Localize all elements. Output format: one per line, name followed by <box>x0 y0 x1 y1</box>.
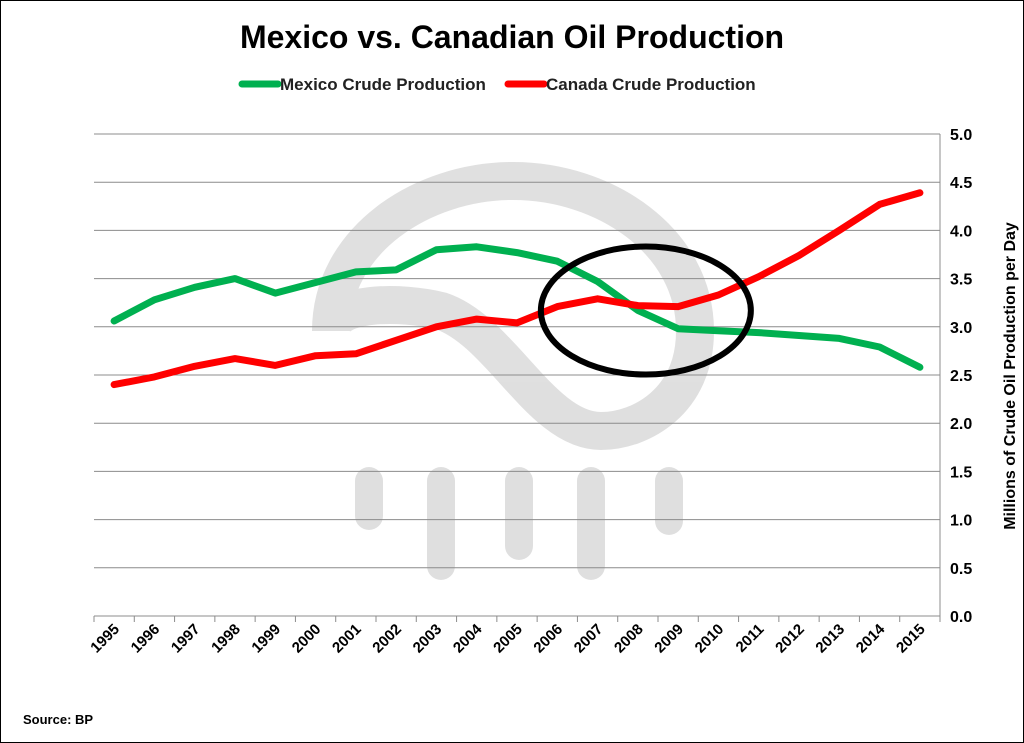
x-tick-label: 2009 <box>651 621 687 657</box>
x-tick-label: 2011 <box>733 621 768 656</box>
x-tick-label: 2006 <box>530 621 566 657</box>
y-tick-label: 4.0 <box>950 223 972 240</box>
legend-label: Canada Crude Production <box>546 75 756 94</box>
y-tick-label: 0.5 <box>950 561 972 578</box>
x-tick-label: 2007 <box>571 621 607 657</box>
y-axis-ticks: 0.0 0.5 1.0 1.5 2.0 2.5 3.0 3.5 4.0 4.5 5.0 <box>950 127 972 626</box>
x-tick-label: 1998 <box>208 621 244 657</box>
y-tick-label: 2.5 <box>950 368 972 385</box>
y-tick-label: 0.0 <box>950 609 972 626</box>
x-tick-label: 2004 <box>450 620 486 656</box>
x-tick-label: 2002 <box>369 621 405 657</box>
y-tick-label: 2.0 <box>950 416 972 433</box>
legend: Mexico Crude Production Canada Crude Prod… <box>238 75 756 94</box>
x-tick-label: 1996 <box>128 621 164 657</box>
legend-label: Mexico Crude Production <box>280 75 486 94</box>
y-tick-label: 5.0 <box>950 127 972 144</box>
y-tick-label: 1.0 <box>950 513 972 530</box>
x-tick-label: 1999 <box>248 621 284 657</box>
x-tick-label: 1995 <box>87 621 123 657</box>
x-tick-label: 2013 <box>812 621 848 657</box>
gridlines <box>94 133 941 617</box>
x-tick-label: 2010 <box>692 621 728 657</box>
x-axis-ticks: 1995 1996 1997 1998 1999 2000 2001 2002 2003 2004… <box>87 616 941 657</box>
y-axis-label: Millions of Crude Oil Production per Day <box>1002 222 1019 530</box>
chart-title: Mexico vs. Canadian Oil Production <box>240 19 784 55</box>
y-tick-label: 4.5 <box>950 175 972 192</box>
source-note: Source: BP <box>23 712 93 727</box>
x-tick-label: 2014 <box>853 620 889 656</box>
y-tick-label: 3.0 <box>950 320 972 337</box>
x-tick-label: 2003 <box>410 621 446 657</box>
highlight-ellipse <box>537 243 754 378</box>
x-tick-label: 1997 <box>168 621 204 657</box>
y-tick-label: 1.5 <box>950 464 972 481</box>
x-tick-label: 2012 <box>772 621 808 657</box>
x-tick-label: 2001 <box>329 621 365 657</box>
y-tick-label: 3.5 <box>950 272 972 289</box>
annotations <box>537 243 754 378</box>
series-lines <box>110 189 924 389</box>
x-tick-label: 2015 <box>893 621 929 657</box>
x-tick-label: 2000 <box>289 621 325 657</box>
x-tick-label: 2008 <box>611 621 647 657</box>
x-tick-label: 2005 <box>490 621 526 657</box>
